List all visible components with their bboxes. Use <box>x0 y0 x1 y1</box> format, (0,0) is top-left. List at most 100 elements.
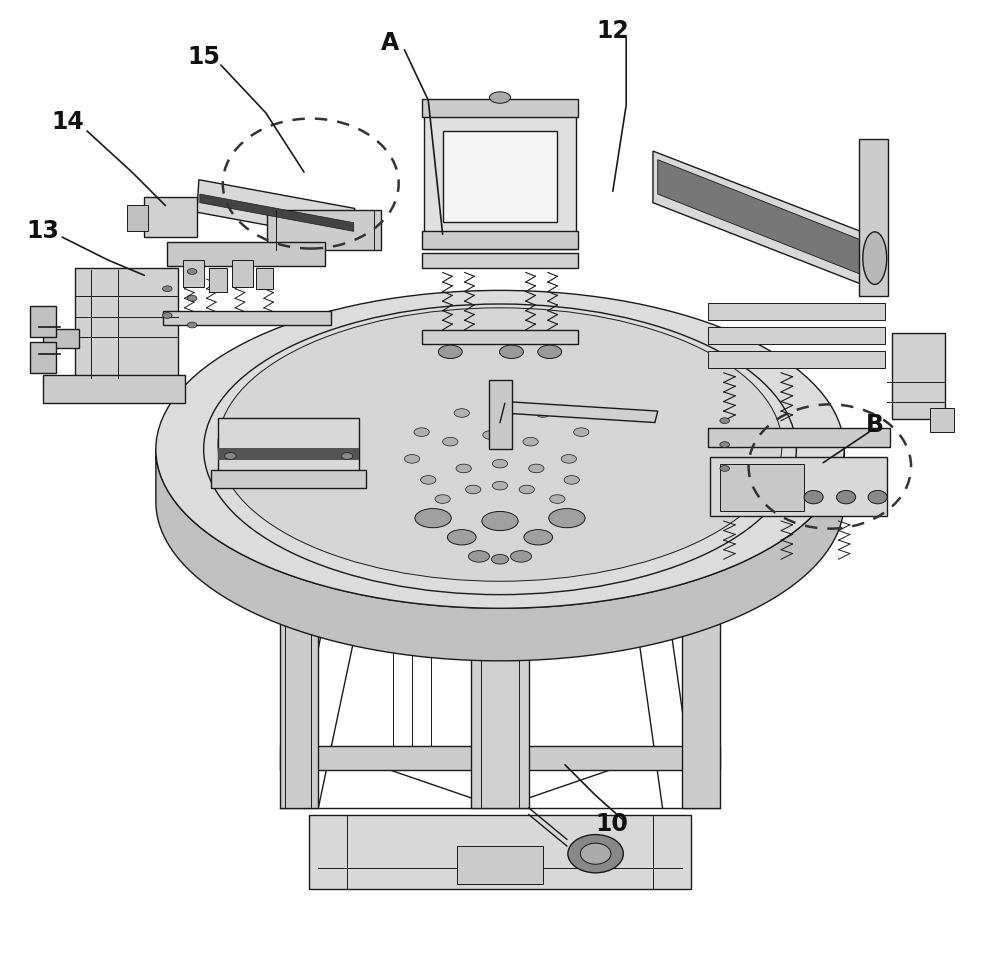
Bar <box>422 253 578 268</box>
Ellipse shape <box>574 428 589 436</box>
Ellipse shape <box>341 453 353 460</box>
Text: 13: 13 <box>27 219 59 244</box>
Bar <box>163 311 331 325</box>
Ellipse shape <box>414 428 429 436</box>
Ellipse shape <box>561 455 576 464</box>
Bar <box>30 342 56 373</box>
Ellipse shape <box>720 442 729 447</box>
Ellipse shape <box>720 418 729 424</box>
Ellipse shape <box>529 464 544 473</box>
Bar <box>43 375 185 403</box>
Bar <box>710 457 887 516</box>
Bar <box>183 260 204 287</box>
Bar <box>443 131 557 222</box>
Bar <box>682 602 720 808</box>
Ellipse shape <box>804 490 823 504</box>
Ellipse shape <box>489 92 511 103</box>
Polygon shape <box>156 449 844 661</box>
Bar <box>309 815 691 889</box>
Bar <box>471 602 529 808</box>
Bar <box>209 268 227 292</box>
Ellipse shape <box>535 409 551 418</box>
Text: 10: 10 <box>595 812 628 836</box>
Ellipse shape <box>415 509 451 528</box>
Bar <box>859 139 888 296</box>
Bar <box>267 210 381 250</box>
Ellipse shape <box>468 551 489 562</box>
Ellipse shape <box>523 437 538 445</box>
Ellipse shape <box>568 835 623 873</box>
Bar <box>211 470 366 488</box>
Text: 15: 15 <box>187 45 220 70</box>
Ellipse shape <box>447 530 476 545</box>
Ellipse shape <box>492 482 508 490</box>
Bar <box>708 327 885 344</box>
Ellipse shape <box>421 475 436 485</box>
Polygon shape <box>658 160 863 275</box>
Ellipse shape <box>863 232 887 285</box>
Text: A: A <box>381 31 399 55</box>
Ellipse shape <box>550 495 565 504</box>
Ellipse shape <box>187 295 197 301</box>
Ellipse shape <box>482 511 518 531</box>
Ellipse shape <box>218 308 782 581</box>
Bar <box>75 268 178 380</box>
Ellipse shape <box>443 437 458 445</box>
Bar <box>144 197 197 237</box>
Bar <box>892 333 945 419</box>
Ellipse shape <box>163 313 172 318</box>
Bar <box>43 329 79 348</box>
Ellipse shape <box>564 475 579 485</box>
Ellipse shape <box>187 269 197 274</box>
Ellipse shape <box>549 509 585 528</box>
Bar <box>232 260 253 287</box>
Ellipse shape <box>580 843 611 864</box>
Polygon shape <box>502 402 658 423</box>
Bar <box>424 110 576 249</box>
Ellipse shape <box>538 345 562 358</box>
Bar <box>167 242 325 266</box>
Ellipse shape <box>454 409 469 418</box>
Ellipse shape <box>466 486 481 494</box>
Ellipse shape <box>435 495 450 504</box>
Ellipse shape <box>720 466 729 471</box>
Ellipse shape <box>524 530 553 545</box>
Bar <box>280 746 720 770</box>
Bar <box>280 602 318 808</box>
Ellipse shape <box>491 554 509 564</box>
Ellipse shape <box>225 453 236 460</box>
Bar <box>489 380 512 449</box>
Bar <box>930 408 954 432</box>
Ellipse shape <box>519 486 534 494</box>
Ellipse shape <box>456 464 471 473</box>
Bar <box>218 418 359 473</box>
Bar <box>422 231 578 249</box>
Bar <box>422 330 578 344</box>
Bar <box>127 205 148 231</box>
Ellipse shape <box>492 460 508 468</box>
Polygon shape <box>197 180 355 241</box>
Text: 14: 14 <box>52 110 84 135</box>
Text: B: B <box>866 413 884 438</box>
Ellipse shape <box>163 286 172 292</box>
Bar <box>422 99 578 117</box>
Ellipse shape <box>438 345 462 358</box>
Bar <box>708 351 885 368</box>
Ellipse shape <box>868 490 887 504</box>
Polygon shape <box>200 194 354 231</box>
Ellipse shape <box>500 345 523 358</box>
Ellipse shape <box>404 455 420 464</box>
Bar <box>256 268 273 289</box>
Bar <box>218 448 359 460</box>
Bar <box>720 464 804 511</box>
Text: 12: 12 <box>596 18 629 43</box>
Ellipse shape <box>483 430 498 440</box>
Ellipse shape <box>156 291 844 608</box>
Ellipse shape <box>511 551 532 562</box>
Bar <box>708 428 890 447</box>
Polygon shape <box>653 151 868 287</box>
Bar <box>30 306 56 337</box>
Ellipse shape <box>494 402 510 411</box>
Ellipse shape <box>837 490 856 504</box>
Ellipse shape <box>187 322 197 328</box>
